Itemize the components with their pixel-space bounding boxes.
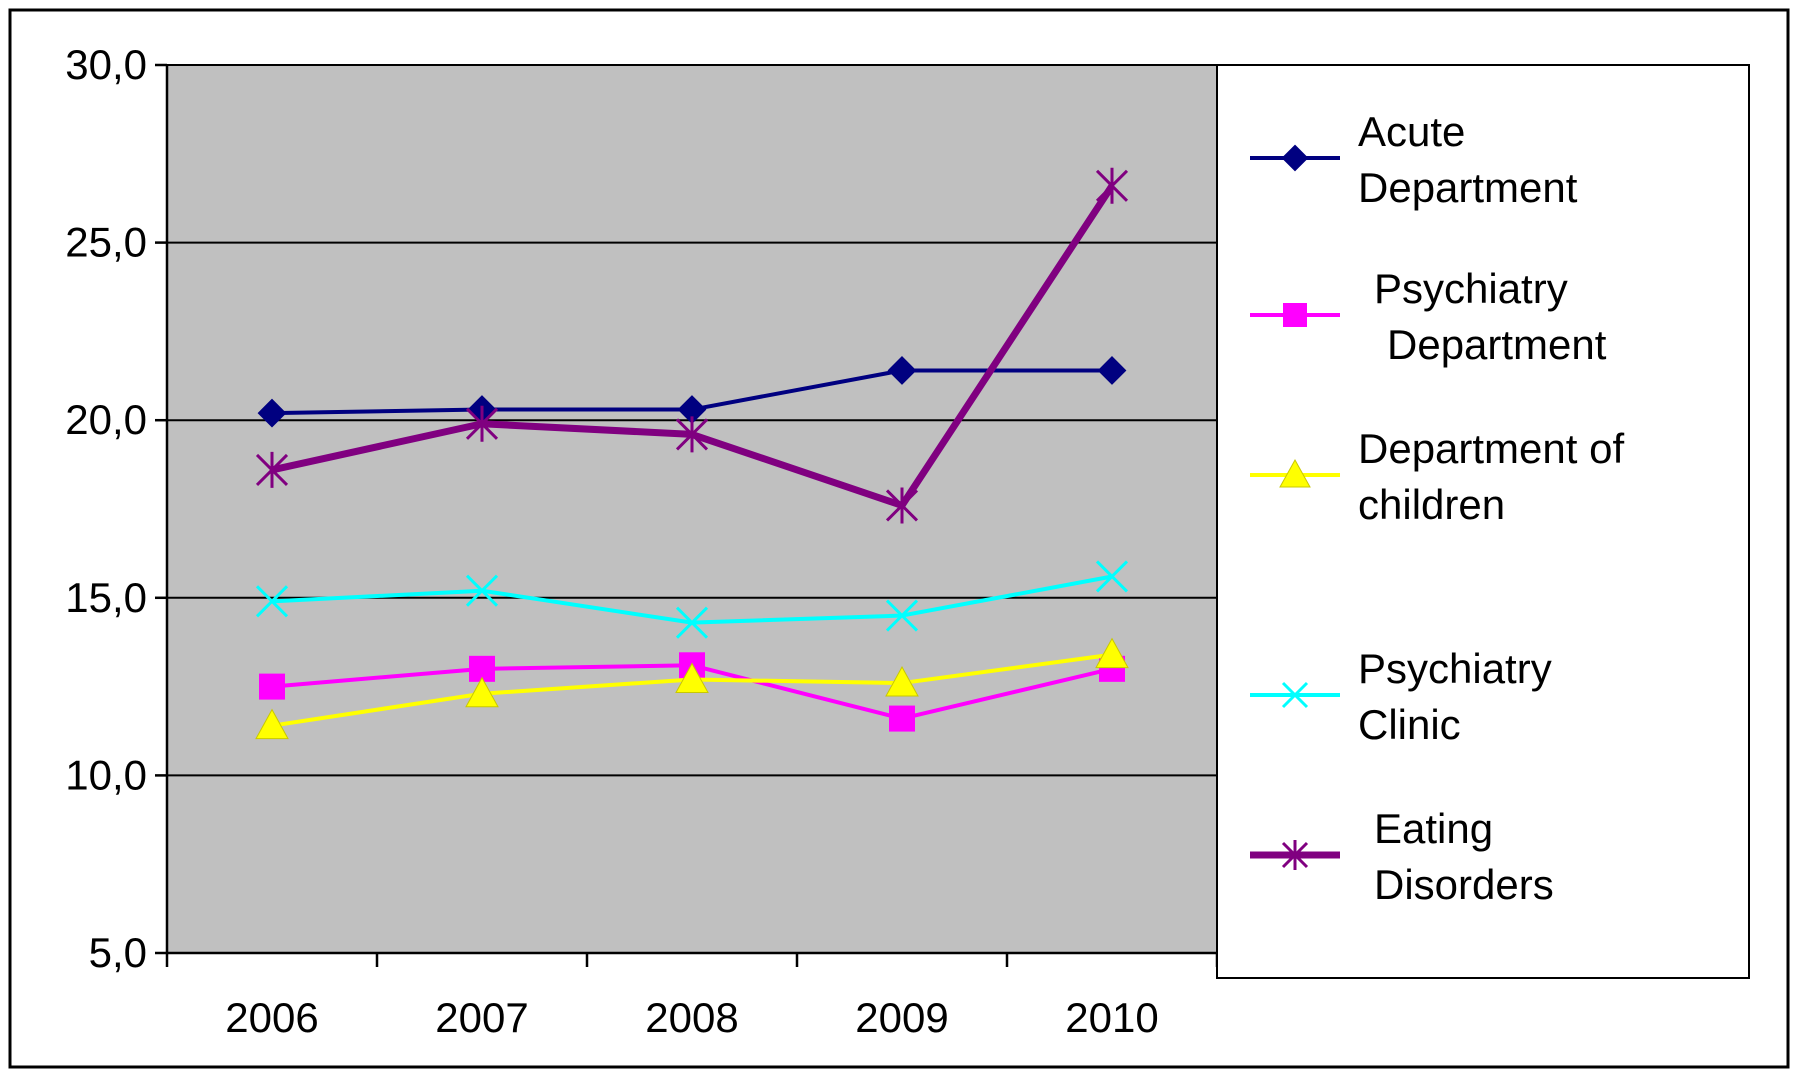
legend-label: Disorders <box>1374 861 1554 908</box>
data-point <box>1095 167 1129 204</box>
data-point <box>1095 637 1129 669</box>
data-point <box>675 416 709 453</box>
x-tick-label: 2006 <box>225 994 318 1041</box>
legend-box <box>1216 64 1750 979</box>
data-point <box>255 451 289 488</box>
plot-area <box>166 64 1218 954</box>
data-point <box>255 708 289 740</box>
data-point <box>675 606 709 639</box>
legend-label: Clinic <box>1358 701 1461 748</box>
legend-swatch-marker <box>1283 303 1307 327</box>
legend-label: Department <box>1387 321 1607 368</box>
x-tick-label: 2010 <box>1065 994 1158 1041</box>
series-2 <box>255 637 1129 740</box>
legend-label: children <box>1358 481 1505 528</box>
data-point <box>887 356 917 385</box>
legend-entry-4: Eating Disorders <box>1250 805 1554 908</box>
data-point <box>885 666 919 697</box>
legend-label: Psychiatry <box>1358 645 1552 692</box>
legend-entry-3: Psychiatry Clinic <box>1250 645 1552 748</box>
y-tick-label: 20,0 <box>65 396 147 443</box>
x-tick-label: 2007 <box>435 994 528 1041</box>
legend-label: Eating <box>1374 805 1493 852</box>
legend-swatch-marker <box>1279 458 1311 488</box>
legend-swatch-marker <box>1281 144 1309 172</box>
legend-label: Department of <box>1358 425 1624 472</box>
y-tick-label: 25,0 <box>65 219 147 266</box>
data-point <box>675 662 709 693</box>
series-4 <box>255 167 1129 524</box>
data-point <box>255 585 289 618</box>
data-point <box>465 574 499 607</box>
y-tick-label: 5,0 <box>89 929 147 976</box>
legend-entry-2: Department of children <box>1250 425 1624 528</box>
legend-label: Acute <box>1358 108 1465 155</box>
legend-swatch-marker <box>1281 681 1309 709</box>
x-tick-label: 2008 <box>645 994 738 1041</box>
x-tick-label: 2009 <box>855 994 948 1041</box>
data-point <box>1095 560 1129 593</box>
y-tick-label: 15,0 <box>65 574 147 621</box>
axes: 5,0 10,0 15,0 20,0 25,0 30,0 2006 2007 2008 2009 2… <box>65 41 1219 1041</box>
legend-entry-0: Acute Department <box>1250 108 1578 211</box>
data-point <box>465 676 499 708</box>
y-tick-label: 10,0 <box>65 751 147 798</box>
series-group <box>255 167 1129 740</box>
data-point <box>885 487 919 524</box>
data-point <box>1097 356 1127 385</box>
y-tick-label: 30,0 <box>65 41 147 88</box>
legend-entry-1: Psychiatry Department <box>1250 265 1607 368</box>
legend-label: Department <box>1358 164 1578 211</box>
data-point <box>257 398 287 428</box>
series-3 <box>255 560 1129 639</box>
data-point <box>465 405 499 442</box>
data-point <box>885 599 919 632</box>
data-point <box>889 705 915 732</box>
legend-swatch-marker <box>1281 840 1309 870</box>
legend: Acute Department Psychiatry Department Depar… <box>1216 64 1750 979</box>
data-point <box>259 673 285 700</box>
legend-label: Psychiatry <box>1374 265 1568 312</box>
